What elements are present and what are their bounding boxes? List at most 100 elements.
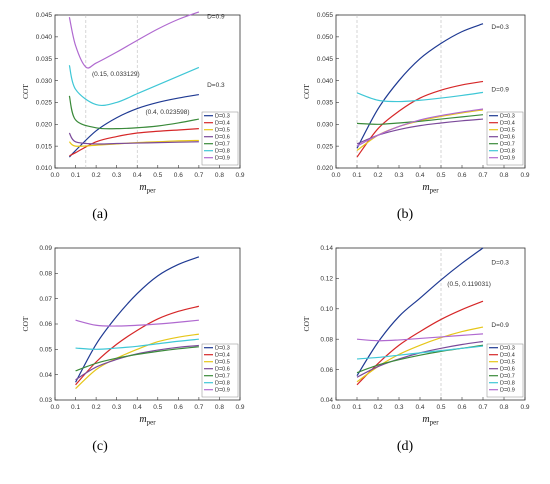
legend-box xyxy=(486,111,524,166)
annotation: D=0.3 xyxy=(491,260,509,267)
series-line-D=0.9 xyxy=(356,108,484,147)
x-tick-label: 0.7 xyxy=(478,172,487,179)
legend-entry: D=0.7 xyxy=(215,142,230,148)
series-line-D=0.3 xyxy=(356,23,484,149)
y-axis-label: COT xyxy=(21,316,30,331)
x-tick-label: 0.4 xyxy=(133,172,142,179)
x-axis-label: mper xyxy=(422,414,439,427)
x-tick-label: 0.8 xyxy=(215,172,224,179)
legend-entry: D=0.9 xyxy=(215,388,230,394)
series-line-D=0.7 xyxy=(356,114,484,125)
x-tick-label: 0.1 xyxy=(71,172,80,179)
x-tick-label: 0.0 xyxy=(50,404,59,411)
x-tick-label: 0.4 xyxy=(133,404,142,411)
y-tick-label: 0.03 xyxy=(39,397,52,404)
y-tick-label: 0.030 xyxy=(317,121,334,128)
series-line-D=0.7 xyxy=(68,95,200,130)
x-tick-label: 0.1 xyxy=(352,404,361,411)
legend-box xyxy=(201,111,239,166)
y-tick-label: 0.09 xyxy=(39,245,52,252)
legend-entry: D=0.5 xyxy=(500,128,515,134)
panel-label: (d) xyxy=(397,439,414,454)
y-tick-label: 0.07 xyxy=(39,296,52,303)
x-tick-label: 0.6 xyxy=(174,172,183,179)
y-tick-label: 0.035 xyxy=(36,56,53,63)
legend-entry: D=0.8 xyxy=(215,381,230,387)
x-tick-label: 0.8 xyxy=(499,172,508,179)
series-line-D=0.3 xyxy=(75,256,200,383)
y-tick-label: 0.020 xyxy=(36,121,53,128)
x-tick-label: 0.2 xyxy=(373,404,382,411)
legend-entry: D=0.5 xyxy=(215,360,230,366)
series-line-D=0.8 xyxy=(356,91,484,103)
x-tick-label: 0.7 xyxy=(478,404,487,411)
x-tick-label: 0.2 xyxy=(92,404,101,411)
legend-entry: D=0.3 xyxy=(215,114,230,120)
legend-entry: D=0.6 xyxy=(500,135,515,141)
x-axis-label: mper xyxy=(139,182,156,195)
y-tick-label: 0.045 xyxy=(36,12,53,19)
annotation: D=0.9 xyxy=(491,322,509,329)
legend-entry: D=0.8 xyxy=(215,149,230,155)
x-tick-label: 0.0 xyxy=(331,172,340,179)
series-line-D=0.9 xyxy=(75,319,199,327)
y-tick-label: 0.08 xyxy=(320,336,333,343)
legend-entry: D=0.4 xyxy=(215,353,230,359)
y-tick-label: 0.06 xyxy=(320,367,333,374)
series-line-D=0.4 xyxy=(356,80,484,158)
y-tick-label: 0.025 xyxy=(36,100,53,107)
y-tick-label: 0.045 xyxy=(317,56,334,63)
annotation: D=0.9 xyxy=(491,87,509,94)
x-tick-label: 0.4 xyxy=(415,172,424,179)
x-tick-label: 0.3 xyxy=(394,172,403,179)
series-line-D=0.4 xyxy=(356,300,484,386)
y-tick-label: 0.05 xyxy=(39,347,52,354)
panel-label: (a) xyxy=(92,207,108,222)
y-tick-label: 0.040 xyxy=(317,78,334,85)
series-line-D=0.6 xyxy=(68,132,199,145)
x-tick-label: 0.0 xyxy=(331,404,340,411)
x-tick-label: 0.6 xyxy=(174,404,183,411)
y-tick-label: 0.04 xyxy=(320,397,333,404)
chart-panel-a: 0.010 0.015 0.020 0.025 0.030 0.035 0.040 0.045… xyxy=(21,11,245,222)
series-line-D=0.8 xyxy=(75,338,199,350)
x-tick-label: 0.8 xyxy=(499,404,508,411)
x-tick-label: 0.2 xyxy=(92,172,101,179)
x-tick-label: 0.7 xyxy=(194,404,203,411)
legend-entry: D=0.3 xyxy=(500,114,515,120)
legend-entry: D=0.4 xyxy=(500,353,515,359)
legend-entry: D=0.9 xyxy=(500,156,515,162)
x-tick-label: 0.9 xyxy=(520,404,529,411)
y-axis-label: COT xyxy=(302,84,311,99)
x-tick-label: 0.5 xyxy=(153,172,162,179)
y-tick-label: 0.08 xyxy=(39,271,52,278)
annotation: (0.5, 0.119031) xyxy=(447,281,491,288)
y-tick-label: 0.050 xyxy=(317,34,334,41)
y-tick-label: 0.015 xyxy=(36,143,53,150)
y-tick-label: 0.06 xyxy=(39,321,52,328)
legend-entry: D=0.6 xyxy=(500,367,515,373)
legend-entry: D=0.5 xyxy=(500,360,515,366)
legend-box xyxy=(201,343,239,398)
legend-entry: D=0.7 xyxy=(215,374,230,380)
x-tick-label: 0.4 xyxy=(415,404,424,411)
x-tick-label: 0.5 xyxy=(436,172,445,179)
x-tick-label: 0.5 xyxy=(436,404,445,411)
legend-entry: D=0.3 xyxy=(215,346,230,352)
series-line-D=0.5 xyxy=(75,333,199,390)
x-tick-label: 0.3 xyxy=(112,404,121,411)
annotation: D=0.3 xyxy=(491,24,509,31)
x-tick-label: 0.9 xyxy=(235,404,244,411)
series-line-D=0.4 xyxy=(69,128,199,157)
y-tick-label: 0.04 xyxy=(39,372,52,379)
annotation: (0.15, 0.033129) xyxy=(92,71,140,78)
series-line-D=0.3 xyxy=(356,247,484,376)
y-tick-label: 0.12 xyxy=(320,276,333,283)
series-line-D=0.8 xyxy=(68,65,200,107)
x-tick-label: 0.3 xyxy=(112,172,121,179)
x-tick-label: 0.3 xyxy=(394,404,403,411)
x-axis-label: mper xyxy=(139,414,156,427)
y-axis-label: COT xyxy=(21,84,30,99)
x-tick-label: 0.9 xyxy=(235,172,244,179)
legend-entry: D=0.5 xyxy=(215,128,230,134)
